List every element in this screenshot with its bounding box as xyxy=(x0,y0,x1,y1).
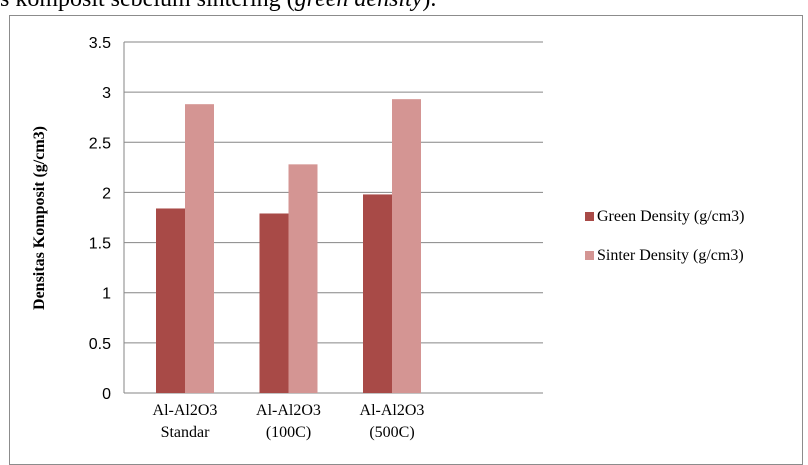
legend-label: Sinter Density (g/cm3) xyxy=(597,247,744,264)
caption-end: ). xyxy=(422,0,436,12)
bars xyxy=(156,99,421,394)
y-tick-label: 3 xyxy=(102,85,111,102)
y-tick-label: 0.5 xyxy=(89,336,111,353)
x-tick-label: (500C) xyxy=(369,424,414,441)
legend-swatch xyxy=(585,212,594,221)
bar xyxy=(156,208,185,393)
y-axis-label: Densitas Komposit (g/cm3) xyxy=(31,126,48,310)
bar xyxy=(288,164,318,393)
y-tick-label: 2 xyxy=(102,185,111,202)
y-tick-label: 1 xyxy=(102,286,111,303)
x-axis-ticks: Al-Al2O3 Standar Al-Al2O3 (100C) Al-Al2O3 (50… xyxy=(153,402,425,441)
x-tick-label: Al-Al2O3 xyxy=(256,402,321,419)
bar xyxy=(259,213,289,393)
bar xyxy=(392,99,421,394)
bar xyxy=(363,194,392,393)
legend-swatch xyxy=(585,251,594,260)
y-tick-label: 3.5 xyxy=(89,35,111,52)
x-tick-label: (100C) xyxy=(266,424,311,441)
page-caption: s komposit sebelum sintering (green dens… xyxy=(0,0,808,16)
x-tick-label: Al-Al2O3 xyxy=(360,402,425,419)
y-axis-ticks: 0 0.5 1 1.5 2 2.5 3 3.5 xyxy=(89,35,111,403)
x-tick-label: Al-Al2O3 xyxy=(153,402,218,419)
x-tick-label: Standar xyxy=(161,424,211,441)
y-tick-label: 2.5 xyxy=(89,135,111,152)
legend-label: Green Density (g/cm3) xyxy=(597,208,745,225)
caption-text: s komposit sebelum sintering ( xyxy=(0,0,295,12)
y-tick-label: 1.5 xyxy=(89,236,111,253)
bar xyxy=(185,104,214,394)
y-tick-label: 0 xyxy=(102,386,111,403)
legend: Green Density (g/cm3) Sinter Density (g/c… xyxy=(585,208,745,264)
caption-italic: green density xyxy=(295,0,423,12)
